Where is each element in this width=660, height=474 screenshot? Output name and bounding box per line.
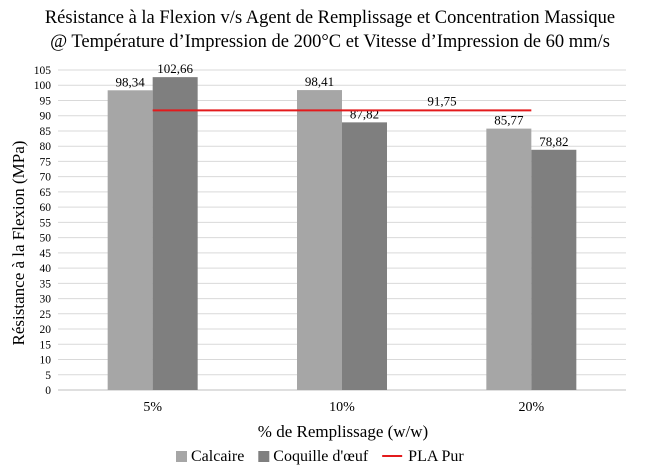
data-label: 87,82: [350, 106, 379, 121]
y-tick-label: 65: [40, 187, 52, 199]
y-tick-label: 85: [40, 126, 52, 138]
data-label: 85,77: [494, 113, 524, 128]
x-tick-label: 5%: [143, 400, 162, 415]
y-tick-label: 60: [40, 202, 52, 214]
chart-subtitle: @ Température d’Impression de 200°C et V…: [50, 32, 610, 52]
x-tick-labels: 5% 10% 20%: [143, 400, 544, 415]
legend: Calcaire Coquille d'œuf PLA Pur: [176, 448, 464, 465]
y-tick-label: 20: [40, 324, 52, 336]
legend-swatch-coquille: [258, 451, 270, 462]
x-tick-label: 20%: [518, 400, 544, 415]
data-label: 78,82: [539, 134, 568, 149]
y-tick-label: 5: [45, 370, 51, 382]
y-tick-labels: 0 5 10 15 20 25 30 35 40 45 50 55 60 65 70 75 80 85 90 95 10…: [34, 65, 52, 397]
bar-calcaire-1: [107, 90, 153, 390]
y-tick-label: 30: [40, 294, 52, 306]
y-tick-label: 90: [40, 111, 52, 123]
y-tick-label: 80: [40, 141, 52, 153]
bar-calcaire-2: [297, 90, 342, 391]
legend-label: Coquille d'œuf: [273, 448, 369, 465]
legend-label: Calcaire: [191, 448, 244, 465]
bar-calcaire-3: [486, 128, 532, 390]
y-tick-label: 75: [40, 156, 52, 168]
data-label: 98,34: [116, 74, 146, 89]
y-tick-label: 55: [40, 217, 52, 229]
y-tick-label: 15: [40, 339, 52, 351]
bar-coquille-3: [531, 149, 577, 390]
y-tick-label: 50: [40, 233, 52, 245]
chart-title: Résistance à la Flexion v/s Agent de Rem…: [44, 8, 616, 28]
y-tick-label: 0: [45, 385, 51, 397]
y-tick-label: 100: [34, 80, 52, 92]
data-label: 102,66: [157, 61, 193, 76]
x-axis-label: % de Remplissage (w/w): [258, 422, 428, 441]
y-tick-label: 35: [40, 278, 52, 290]
x-tick-label: 10%: [329, 400, 355, 415]
y-tick-label: 95: [40, 95, 52, 107]
y-tick-label: 25: [40, 309, 52, 321]
legend-label: PLA Pur: [408, 448, 464, 465]
reference-line-label: 91,75: [427, 93, 456, 108]
legend-swatch-calcaire: [176, 451, 187, 462]
bars: 98,34 102,66 98,41 87,82 85,77 78,82: [107, 61, 577, 391]
bar-coquille-1: [152, 77, 198, 390]
y-tick-label: 105: [34, 65, 52, 77]
chart-title-block: Résistance à la Flexion v/s Agent de Rem…: [0, 6, 660, 54]
bar-coquille-2: [342, 122, 387, 390]
y-axis-label: Résistance à la Flexion (MPa): [9, 141, 28, 346]
data-label: 98,41: [305, 74, 334, 89]
reference-line-group: 91,75: [152, 93, 532, 112]
y-tick-label: 40: [40, 263, 52, 275]
y-tick-label: 70: [40, 172, 52, 184]
y-tick-label: 45: [40, 248, 52, 260]
y-tick-label: 10: [40, 355, 52, 367]
